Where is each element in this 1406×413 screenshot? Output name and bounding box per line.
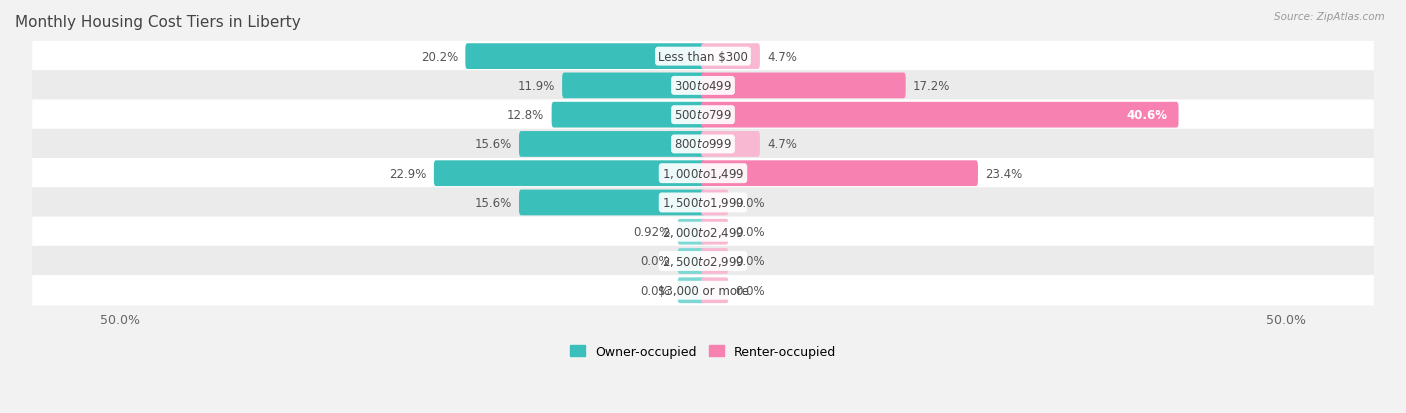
Text: $800 to $999: $800 to $999 <box>673 138 733 151</box>
Text: 0.0%: 0.0% <box>641 255 671 268</box>
FancyBboxPatch shape <box>702 132 759 157</box>
FancyBboxPatch shape <box>519 190 704 216</box>
Text: $1,500 to $1,999: $1,500 to $1,999 <box>662 196 744 210</box>
Text: $3,000 or more: $3,000 or more <box>658 284 748 297</box>
FancyBboxPatch shape <box>32 159 1374 189</box>
Text: 22.9%: 22.9% <box>389 167 426 180</box>
Text: 15.6%: 15.6% <box>474 138 512 151</box>
FancyBboxPatch shape <box>32 100 1374 131</box>
Text: 23.4%: 23.4% <box>986 167 1022 180</box>
Text: $300 to $499: $300 to $499 <box>673 80 733 93</box>
FancyBboxPatch shape <box>434 161 704 187</box>
FancyBboxPatch shape <box>702 74 905 99</box>
FancyBboxPatch shape <box>678 278 704 304</box>
FancyBboxPatch shape <box>678 249 704 274</box>
Text: 0.0%: 0.0% <box>735 197 765 209</box>
FancyBboxPatch shape <box>702 161 979 187</box>
Text: Monthly Housing Cost Tiers in Liberty: Monthly Housing Cost Tiers in Liberty <box>15 15 301 30</box>
Text: 20.2%: 20.2% <box>420 50 458 64</box>
FancyBboxPatch shape <box>562 74 704 99</box>
FancyBboxPatch shape <box>32 42 1374 72</box>
Text: 4.7%: 4.7% <box>768 50 797 64</box>
FancyBboxPatch shape <box>702 249 728 274</box>
FancyBboxPatch shape <box>32 188 1374 218</box>
FancyBboxPatch shape <box>32 217 1374 247</box>
Text: 0.0%: 0.0% <box>735 284 765 297</box>
FancyBboxPatch shape <box>32 71 1374 101</box>
Text: 0.92%: 0.92% <box>633 225 671 239</box>
FancyBboxPatch shape <box>702 44 759 70</box>
Text: 12.8%: 12.8% <box>508 109 544 122</box>
Text: $500 to $799: $500 to $799 <box>673 109 733 122</box>
FancyBboxPatch shape <box>32 129 1374 160</box>
Text: Less than $300: Less than $300 <box>658 50 748 64</box>
FancyBboxPatch shape <box>678 219 704 245</box>
FancyBboxPatch shape <box>519 132 704 157</box>
Text: $2,000 to $2,499: $2,000 to $2,499 <box>662 225 744 239</box>
FancyBboxPatch shape <box>32 275 1374 306</box>
Text: 17.2%: 17.2% <box>912 80 950 93</box>
FancyBboxPatch shape <box>465 44 704 70</box>
Text: 4.7%: 4.7% <box>768 138 797 151</box>
Text: 0.0%: 0.0% <box>735 255 765 268</box>
Text: 0.0%: 0.0% <box>735 225 765 239</box>
Text: $2,500 to $2,999: $2,500 to $2,999 <box>662 254 744 268</box>
FancyBboxPatch shape <box>32 246 1374 277</box>
Legend: Owner-occupied, Renter-occupied: Owner-occupied, Renter-occupied <box>565 340 841 363</box>
Text: 0.0%: 0.0% <box>641 284 671 297</box>
FancyBboxPatch shape <box>702 102 1178 128</box>
FancyBboxPatch shape <box>551 102 704 128</box>
Text: Source: ZipAtlas.com: Source: ZipAtlas.com <box>1274 12 1385 22</box>
FancyBboxPatch shape <box>702 190 728 216</box>
Text: $1,000 to $1,499: $1,000 to $1,499 <box>662 167 744 181</box>
Text: 15.6%: 15.6% <box>474 197 512 209</box>
FancyBboxPatch shape <box>702 219 728 245</box>
Text: 40.6%: 40.6% <box>1126 109 1167 122</box>
Text: 11.9%: 11.9% <box>517 80 555 93</box>
FancyBboxPatch shape <box>702 278 728 304</box>
